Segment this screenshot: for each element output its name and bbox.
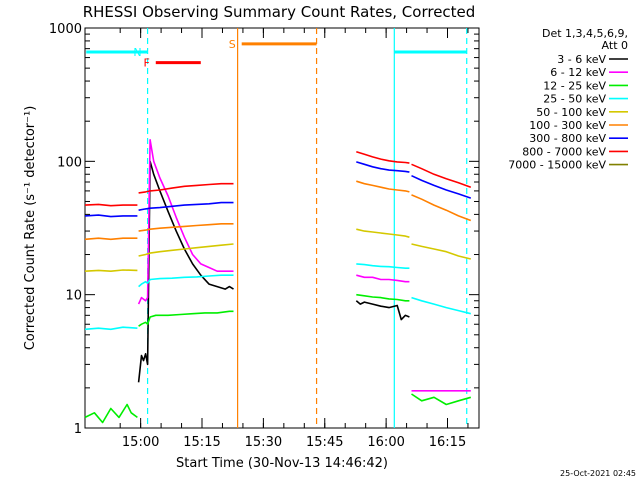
flag-label-s: S <box>229 38 236 51</box>
series-line-100-300-kev-seg0 <box>84 237 138 241</box>
series-line-50-100-kev-seg0 <box>84 269 138 273</box>
footer-date: 25-Oct-2021 02:45 <box>560 469 636 478</box>
series-line-300-800-kev-seg0 <box>84 214 138 218</box>
series-line-25-50-kev-seg0 <box>84 326 138 331</box>
series-line-100-300-kev-seg2 <box>356 180 410 193</box>
legend-label-50-100-kev: 50 - 100 keV <box>536 106 606 119</box>
series-line-3-6-kev-seg0 <box>137 160 234 383</box>
series-line-25-50-kev-seg2 <box>356 263 410 270</box>
y-tick-label-2: 100 <box>57 155 82 170</box>
legend-label-7000-15000-kev: 7000 - 15000 keV <box>508 159 606 172</box>
series-line-25-50-kev-seg1 <box>138 274 234 288</box>
series-line-100-300-kev-seg1 <box>138 223 234 232</box>
series-line-800-7000-kev-seg3 <box>411 163 472 188</box>
series-line-800-7000-kev-seg2 <box>356 150 410 164</box>
series-line-12-25-kev-seg0 <box>84 403 138 424</box>
series-line-300-800-kev-seg3 <box>411 174 472 199</box>
x-tick-label-1: 15:15 <box>183 435 220 450</box>
legend-label-100-300-kev: 100 - 300 keV <box>529 119 606 132</box>
series-line-300-800-kev-seg1 <box>138 201 234 211</box>
flag-label-n: N <box>133 46 141 59</box>
y-tick-label-0: 1 <box>74 422 82 437</box>
legend-header: Det 1,3,4,5,6,9, <box>542 27 628 40</box>
flag-label-f: F <box>143 57 149 70</box>
series-line-25-50-kev-seg3 <box>411 296 471 315</box>
series-line-50-100-kev-seg1 <box>138 243 234 257</box>
series-line-12-25-kev-seg1 <box>138 310 234 327</box>
series-line-3-6-kev-seg1 <box>355 300 410 321</box>
series-line-800-7000-kev-seg0 <box>84 203 138 207</box>
legend-subheader: Att 0 <box>602 39 628 52</box>
x-tick-label-0: 15:00 <box>122 435 159 450</box>
legend-label-12-25-kev: 12 - 25 keV <box>543 79 606 92</box>
legend-label-800-7000-kev: 800 - 7000 keV <box>522 145 606 158</box>
x-tick-label-5: 16:15 <box>429 435 466 450</box>
series-line-50-100-kev-seg3 <box>411 243 471 260</box>
series-line-800-7000-kev-seg1 <box>138 182 234 194</box>
series-line-12-25-kev-seg3 <box>411 393 472 406</box>
legend-label-6-12-kev: 6 - 12 keV <box>550 66 606 79</box>
x-tick-label-4: 16:00 <box>367 435 404 450</box>
x-axis-label: Start Time (30-Nov-13 14:46:42) <box>176 456 388 471</box>
legend-label-3-6-kev: 3 - 6 keV <box>557 53 606 66</box>
legend-label-25-50-kev: 25 - 50 keV <box>543 93 606 106</box>
x-tick-label-2: 15:30 <box>245 435 282 450</box>
plot-frame <box>84 27 480 429</box>
series-line-6-12-kev-seg1 <box>356 274 410 283</box>
y-axis-label: Corrected Count Rate (s⁻¹ detector⁻¹) <box>23 106 38 351</box>
legend-label-300-800-kev: 300 - 800 keV <box>529 132 606 145</box>
series-line-50-100-kev-seg2 <box>356 228 410 238</box>
series-line-300-800-kev-seg2 <box>356 161 410 173</box>
y-tick-label-3: 1000 <box>49 22 82 37</box>
chart-title: RHESSI Observing Summary Count Rates, Co… <box>83 3 476 21</box>
series-line-12-25-kev-seg2 <box>356 293 410 302</box>
series-line-100-300-kev-seg3 <box>411 194 472 222</box>
x-tick-label-3: 15:45 <box>306 435 343 450</box>
y-tick-label-1: 10 <box>65 289 82 304</box>
